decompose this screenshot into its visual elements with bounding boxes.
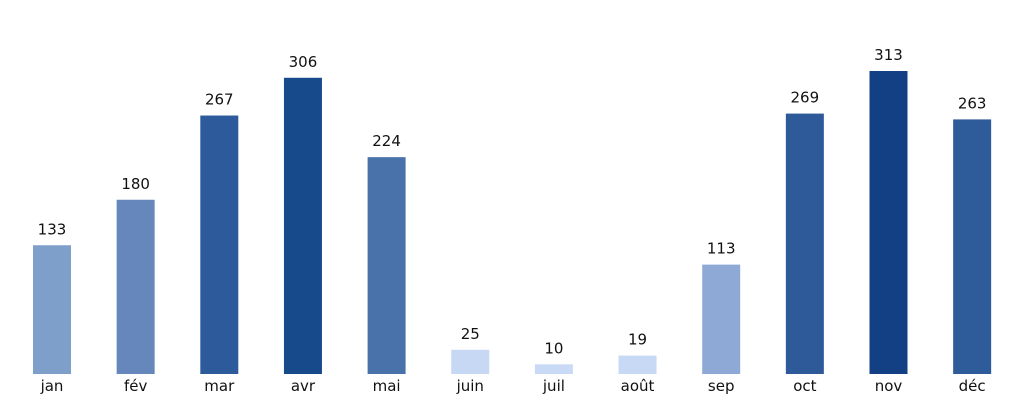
x-tick-label-fév: fév: [124, 377, 148, 395]
x-tick-label-jan: jan: [40, 377, 64, 395]
value-label-avr: 306: [289, 53, 318, 71]
x-tick-label-oct: oct: [793, 377, 816, 395]
x-tick-label-mai: mai: [373, 377, 401, 395]
bar-juil: [534, 364, 573, 374]
bar-sep: [702, 264, 741, 374]
value-labels-group: 133 180 267 306 224 25 10 19 113 269 313 263: [38, 46, 987, 357]
bar-fév: [116, 199, 155, 374]
bar-oct: [785, 113, 824, 374]
bar-déc: [953, 119, 992, 375]
value-label-jan: 133: [38, 220, 67, 238]
value-label-mai: 224: [372, 132, 401, 150]
bar-mai: [367, 157, 406, 374]
value-label-fév: 180: [121, 175, 150, 193]
x-tick-label-sep: sep: [708, 377, 735, 395]
x-tick-label-juil: juil: [542, 377, 565, 395]
x-tick-label-nov: nov: [875, 377, 903, 395]
value-label-nov: 313: [874, 46, 903, 64]
value-label-déc: 263: [958, 94, 987, 112]
bars-group: [33, 71, 992, 375]
value-label-mar: 267: [205, 91, 234, 109]
value-label-juil: 10: [544, 339, 563, 357]
x-tick-label-mar: mar: [204, 377, 235, 395]
bar-août: [618, 355, 657, 374]
x-tick-label-avr: avr: [291, 377, 316, 395]
bar-juin: [451, 349, 490, 374]
x-tick-label-août: août: [621, 377, 655, 395]
bar-nov: [869, 71, 908, 374]
x-tick-label-déc: déc: [959, 377, 986, 395]
bar-jan: [33, 245, 71, 374]
bar-avr: [283, 77, 322, 374]
value-label-août: 19: [628, 331, 647, 349]
value-label-sep: 113: [707, 240, 736, 258]
value-label-oct: 269: [791, 89, 820, 107]
value-label-juin: 25: [461, 325, 480, 343]
x-axis-tick-labels: jan fév mar avr mai juin juil août sep oct nov déc: [40, 377, 986, 395]
x-tick-label-juin: juin: [456, 377, 484, 395]
bar-mar: [200, 115, 239, 374]
